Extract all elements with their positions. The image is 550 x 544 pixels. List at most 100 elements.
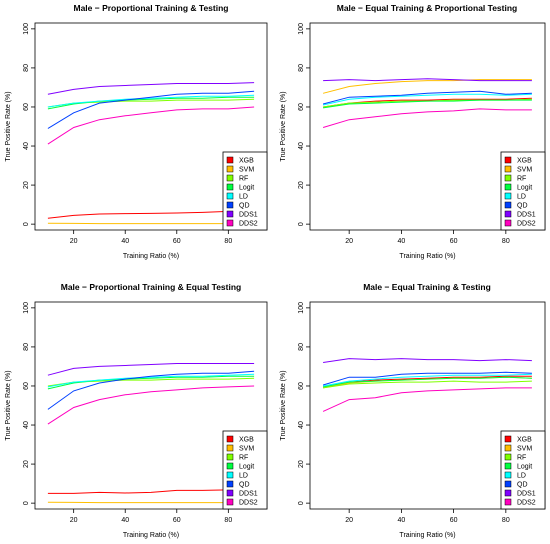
legend-label-qd: QD bbox=[239, 482, 250, 489]
legend-label-qd: QD bbox=[239, 203, 250, 210]
x-tick-label: 20 bbox=[345, 238, 353, 245]
legend-label-xgb: XGB bbox=[239, 158, 254, 165]
x-tick-label: 60 bbox=[173, 517, 181, 524]
series-line-xgb bbox=[47, 210, 255, 219]
legend-swatch-svm bbox=[226, 444, 234, 452]
legend-label-ld: LD bbox=[239, 473, 248, 480]
x-tick-label: 60 bbox=[450, 517, 458, 524]
legend-swatch-qd bbox=[504, 201, 512, 209]
chart-title: Male − Proportional Training & Equal Tes… bbox=[61, 282, 242, 292]
plot-frame bbox=[309, 22, 546, 231]
chart-panel-2: Male − Equal Training & Proportional Tes… bbox=[280, 3, 546, 260]
legend-swatch-logit bbox=[504, 462, 512, 470]
legend-label-ld: LD bbox=[517, 194, 526, 201]
series-line-ld bbox=[323, 373, 532, 387]
y-tick-label: 40 bbox=[23, 421, 30, 429]
legend-swatch-ld bbox=[226, 192, 234, 200]
plot-frame bbox=[309, 301, 546, 510]
legend-label-dds2: DDS2 bbox=[239, 500, 258, 507]
x-tick-label: 20 bbox=[70, 238, 78, 245]
legend-label-logit: Logit bbox=[239, 185, 254, 192]
legend-label-ld: LD bbox=[517, 473, 526, 480]
series-line-dds1 bbox=[47, 82, 255, 95]
series-line-dds2 bbox=[47, 106, 255, 145]
x-tick-label: 60 bbox=[173, 238, 181, 245]
y-tick-label: 60 bbox=[23, 103, 30, 111]
y-tick-label: 100 bbox=[298, 23, 305, 35]
legend-swatch-rf bbox=[504, 453, 512, 461]
x-tick-label: 20 bbox=[345, 517, 353, 524]
x-tick-label: 40 bbox=[121, 517, 129, 524]
y-tick-label: 100 bbox=[23, 302, 30, 314]
chart-panel-1: Male − Proportional Training & Testing 20… bbox=[5, 3, 268, 260]
series-line-qd bbox=[322, 90, 532, 105]
y-tick-label: 80 bbox=[23, 343, 30, 351]
legend-swatch-rf bbox=[226, 453, 234, 461]
legend-swatch-dds1 bbox=[504, 489, 512, 497]
y-tick-label: 80 bbox=[298, 343, 305, 351]
legend-label-logit: Logit bbox=[517, 464, 532, 471]
legend-swatch-qd bbox=[226, 480, 234, 488]
series-line-qd bbox=[47, 90, 255, 129]
series-line-logit bbox=[323, 99, 532, 109]
x-tick-label: 80 bbox=[224, 238, 232, 245]
y-axis-label: True Positive Rate (%) bbox=[280, 91, 287, 161]
legend: XGB SVM RF Logit LD QD DDS1 DDS2 bbox=[222, 151, 268, 231]
legend-label-rf: RF bbox=[517, 176, 526, 183]
y-tick-label: 40 bbox=[298, 421, 305, 429]
legend-label-logit: Logit bbox=[239, 464, 254, 471]
legend-swatch-dds1 bbox=[226, 210, 234, 218]
series-line-dds1 bbox=[47, 363, 255, 376]
legend-label-ld: LD bbox=[239, 194, 248, 201]
series-line-svm bbox=[322, 79, 532, 94]
legend-swatch-rf bbox=[226, 174, 234, 182]
legend-label-dds1: DDS1 bbox=[517, 212, 536, 219]
legend-label-qd: QD bbox=[517, 203, 528, 210]
series-line-qd bbox=[47, 370, 255, 410]
y-tick-label: 60 bbox=[298, 382, 305, 390]
x-axis-label: Training Ratio (%) bbox=[399, 532, 455, 539]
x-axis-label: Training Ratio (%) bbox=[399, 253, 455, 260]
y-tick-label: 20 bbox=[23, 181, 30, 189]
series-line-dds2 bbox=[322, 108, 532, 128]
legend-label-svm: SVM bbox=[517, 446, 532, 453]
x-tick-label: 80 bbox=[502, 517, 510, 524]
legend-label-xgb: XGB bbox=[517, 437, 532, 444]
x-tick-label: 80 bbox=[224, 517, 232, 524]
y-axis-label: True Positive Rate (%) bbox=[5, 91, 12, 161]
legend: XGB SVM RF Logit LD QD DDS1 DDS2 bbox=[222, 430, 268, 510]
x-tick-label: 40 bbox=[397, 238, 405, 245]
y-tick-label: 0 bbox=[298, 222, 305, 226]
y-tick-label: 100 bbox=[298, 302, 305, 314]
legend-label-dds2: DDS2 bbox=[517, 221, 536, 228]
plot-frame bbox=[34, 301, 268, 510]
y-tick-label: 0 bbox=[23, 501, 30, 505]
legend-label-dds2: DDS2 bbox=[239, 221, 258, 228]
x-axis-label: Training Ratio (%) bbox=[123, 532, 179, 539]
legend-label-dds1: DDS1 bbox=[517, 491, 536, 498]
legend-swatch-xgb bbox=[226, 156, 234, 164]
legend-swatch-svm bbox=[504, 444, 512, 452]
chart-title: Male − Proportional Training & Testing bbox=[74, 3, 229, 13]
legend: XGB SVM RF Logit LD QD DDS1 DDS2 bbox=[500, 151, 546, 231]
y-tick-label: 0 bbox=[298, 501, 305, 505]
legend-label-rf: RF bbox=[239, 176, 248, 183]
legend-swatch-xgb bbox=[504, 156, 512, 164]
legend-label-dds1: DDS1 bbox=[239, 491, 258, 498]
legend-swatch-logit bbox=[226, 183, 234, 191]
legend-swatch-dds2 bbox=[226, 219, 234, 227]
chart-title: Male − Equal Training & Testing bbox=[363, 282, 491, 292]
x-tick-label: 20 bbox=[70, 517, 78, 524]
legend-swatch-ld bbox=[226, 471, 234, 479]
series-line-qd bbox=[322, 371, 532, 386]
x-tick-label: 40 bbox=[121, 238, 129, 245]
legend-label-rf: RF bbox=[239, 455, 248, 462]
y-tick-label: 20 bbox=[298, 181, 305, 189]
legend: XGB SVM RF Logit LD QD DDS1 DDS2 bbox=[500, 430, 546, 510]
series-line-dds1 bbox=[323, 78, 532, 82]
legend-label-rf: RF bbox=[517, 455, 526, 462]
series-line-ld bbox=[47, 94, 255, 108]
legend-label-dds2: DDS2 bbox=[517, 500, 536, 507]
legend-label-qd: QD bbox=[517, 482, 528, 489]
